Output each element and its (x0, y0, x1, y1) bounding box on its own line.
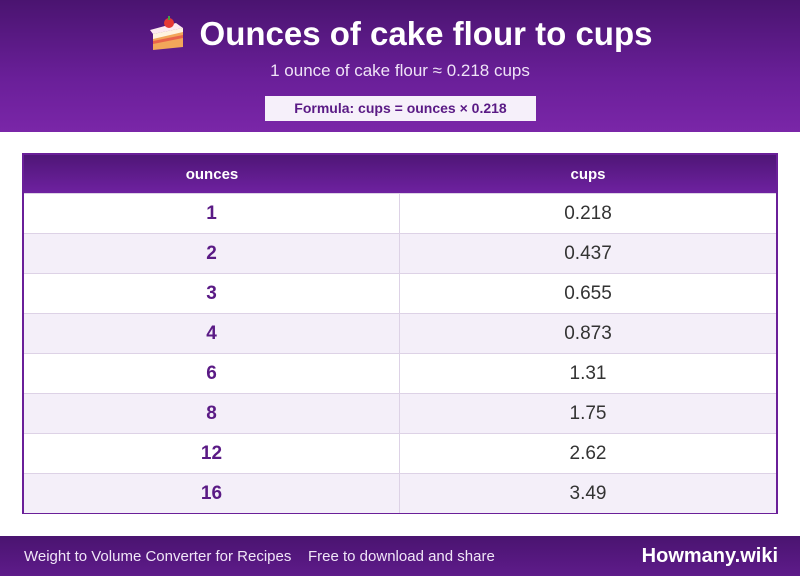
table-body: 1 0.218 2 0.437 3 0.655 4 0.873 6 1.31 8… (24, 193, 776, 513)
header-banner: Ounces of cake flour to cups 1 ounce of … (0, 0, 800, 132)
ounces-cell: 8 (24, 394, 400, 433)
ounces-cell: 1 (24, 194, 400, 233)
table-row: 2 0.437 (24, 233, 776, 273)
table-row: 12 2.62 (24, 433, 776, 473)
ounces-cell: 12 (24, 434, 400, 473)
table-row: 4 0.873 (24, 313, 776, 353)
page-subtitle: 1 ounce of cake flour ≈ 0.218 cups (270, 61, 530, 80)
formula-badge: Formula: cups = ounces × 0.218 (265, 96, 536, 121)
table-header: ounces cups (24, 155, 776, 193)
table-row: 8 1.75 (24, 393, 776, 433)
ounces-cell: 3 (24, 274, 400, 313)
cups-cell: 1.75 (569, 402, 607, 424)
column-header-ounces: ounces (185, 165, 239, 183)
ounces-cell: 4 (24, 314, 400, 353)
cups-cell: 0.873 (564, 322, 612, 344)
footer-bar: Weight to Volume Converter for Recipes F… (0, 536, 800, 576)
cups-cell: 3.49 (569, 482, 607, 504)
conversion-table: ounces cups 1 0.218 2 0.437 3 0.655 4 0.… (22, 153, 778, 514)
cups-cell: 0.218 (564, 202, 612, 224)
ounces-cell: 16 (24, 474, 400, 513)
column-header-cups: cups (570, 165, 606, 183)
footer-converter-name: Weight to Volume Converter for Recipes (24, 547, 292, 565)
cups-cell: 0.437 (564, 242, 612, 264)
page-title: Ounces of cake flour to cups (199, 15, 653, 52)
table-row: 3 0.655 (24, 273, 776, 313)
cups-cell: 2.62 (569, 442, 607, 464)
page-title-row: Ounces of cake flour to cups (0, 12, 800, 56)
cups-cell: 1.31 (569, 362, 607, 384)
footer-share-note: Free to download and share (308, 547, 495, 565)
cake-slice-icon (148, 14, 188, 54)
footer-brand[interactable]: Howmany.wiki (641, 544, 778, 567)
ounces-cell: 2 (24, 234, 400, 273)
table-row: 16 3.49 (24, 473, 776, 513)
cups-cell: 0.655 (564, 282, 612, 304)
table-row: 6 1.31 (24, 353, 776, 393)
ounces-cell: 6 (24, 354, 400, 393)
table-row: 1 0.218 (24, 193, 776, 233)
